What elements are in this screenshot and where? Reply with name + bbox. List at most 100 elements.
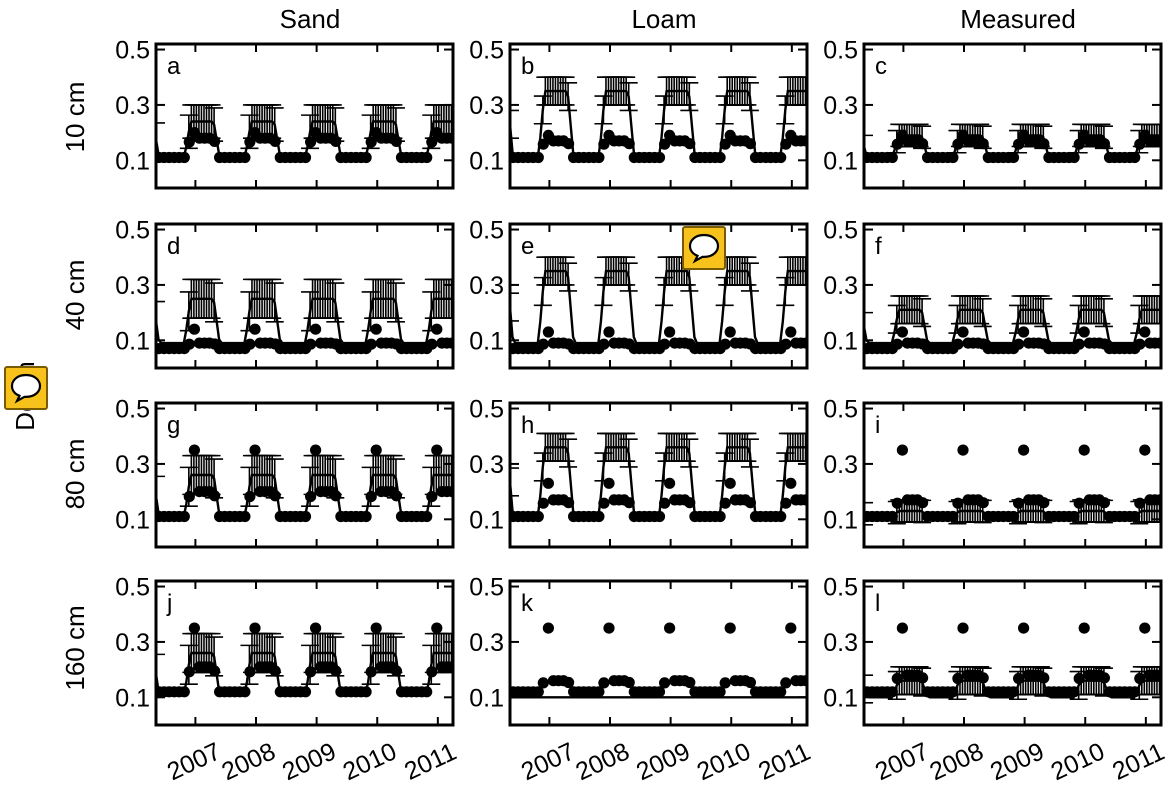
data-point	[1038, 672, 1050, 684]
data-point	[593, 151, 605, 164]
data-point	[244, 491, 256, 503]
data-point	[659, 338, 671, 350]
data-point	[390, 490, 402, 502]
data-point	[269, 490, 281, 502]
y-tick-label: 0.3	[823, 272, 858, 300]
y-tick-label: 0.5	[823, 574, 858, 602]
data-point	[1078, 622, 1090, 634]
x-tick-label: 2011	[1108, 738, 1169, 786]
panel-letter: l	[875, 590, 880, 617]
panel-frame	[862, 579, 1163, 727]
data-point	[563, 676, 575, 689]
panel-g: 0.1 0.3 0.5 g	[115, 396, 455, 549]
data-point	[780, 677, 792, 689]
y-tick-label: 0.3	[115, 92, 150, 120]
data-point	[724, 477, 736, 489]
panel-f: 0.1 0.3 0.5 f	[823, 217, 1163, 370]
y-tick-label: 0.1	[469, 506, 504, 534]
data-point	[537, 677, 549, 689]
data-point	[785, 477, 797, 489]
data-point	[1038, 497, 1050, 509]
y-tick-label: 0.1	[823, 147, 858, 175]
speech-bubble-icon	[688, 233, 720, 264]
data-point	[390, 665, 402, 677]
panel-frame	[154, 42, 455, 190]
panel-frame	[154, 579, 455, 727]
data-point	[305, 136, 317, 148]
data-point	[360, 151, 372, 164]
data-point	[952, 338, 964, 350]
data-point	[542, 477, 555, 489]
panel-letter: c	[875, 53, 887, 80]
data-point	[785, 326, 797, 338]
data-point	[183, 666, 195, 678]
data-point	[780, 338, 792, 350]
panel-frame	[508, 401, 809, 549]
data-point	[1098, 497, 1110, 509]
data-point	[183, 338, 195, 350]
data-point	[891, 497, 903, 509]
row-label-160cm: 160 cm	[60, 605, 90, 690]
data-point	[653, 510, 666, 523]
data-point	[178, 151, 190, 164]
comment-icon[interactable]	[4, 366, 48, 410]
data-point	[299, 151, 312, 164]
data-point	[659, 138, 671, 150]
data-point	[426, 491, 438, 503]
plot-area	[864, 123, 1161, 164]
data-point	[896, 444, 909, 456]
data-point	[684, 676, 696, 689]
y-tick-label: 0.5	[115, 574, 150, 602]
data-point	[310, 444, 322, 456]
data-point	[1073, 138, 1085, 150]
data-point	[360, 686, 372, 698]
data-point	[1068, 510, 1080, 523]
data-point	[598, 338, 610, 350]
data-point	[719, 677, 731, 689]
y-tick-label: 0.5	[115, 37, 150, 65]
panel-frame	[862, 222, 1163, 370]
data-point	[653, 686, 666, 698]
data-point	[886, 151, 898, 164]
y-tick-label: 0.3	[115, 451, 150, 479]
plot-area	[156, 622, 453, 698]
panel-letter: e	[521, 233, 534, 260]
panel-frame	[508, 579, 809, 727]
y-tick-label: 0.3	[115, 629, 150, 657]
data-point	[310, 323, 322, 335]
data-point	[593, 686, 605, 698]
data-point	[896, 326, 909, 338]
data-point	[421, 510, 433, 523]
panel-frame	[862, 401, 1163, 549]
data-point	[426, 338, 438, 350]
data-point	[1073, 497, 1085, 509]
panel-frame	[508, 222, 809, 370]
x-tick-label: 2010	[693, 737, 755, 786]
x-tick-label: 2007	[871, 737, 933, 786]
data-point	[664, 477, 676, 489]
data-point	[977, 138, 989, 150]
panel-c: 0.1 0.3 0.5 c	[823, 37, 1163, 190]
data-point	[563, 497, 575, 509]
comment-icon[interactable]	[682, 226, 726, 270]
data-point	[446, 486, 453, 498]
data-point	[299, 686, 312, 698]
data-point	[1013, 338, 1025, 350]
data-point	[188, 622, 200, 634]
row-label-80cm: 80 cm	[60, 439, 90, 510]
x-tick-label: 2008	[571, 737, 633, 786]
data-point	[947, 151, 959, 164]
data-point	[598, 138, 610, 150]
data-point	[1134, 338, 1146, 350]
data-point	[977, 672, 989, 684]
panel-frame	[508, 42, 809, 190]
data-point	[365, 136, 377, 148]
data-point	[1098, 138, 1110, 150]
data-point	[744, 138, 757, 150]
data-point	[1098, 672, 1110, 684]
panel-letter: k	[521, 590, 534, 617]
data-point	[426, 666, 438, 678]
panel-h: 0.1 0.3 0.5 h	[469, 396, 809, 549]
data-point	[532, 510, 544, 523]
